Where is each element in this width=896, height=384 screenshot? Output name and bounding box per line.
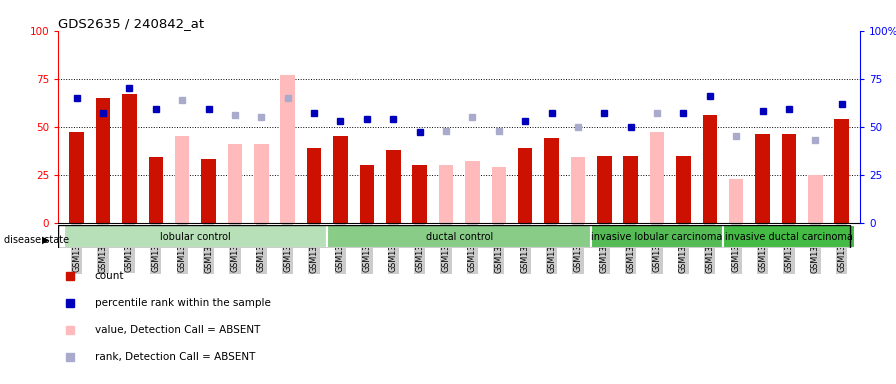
Bar xyxy=(755,134,770,223)
Bar xyxy=(650,132,664,223)
Text: ductal control: ductal control xyxy=(426,232,493,242)
Bar xyxy=(412,165,426,223)
Bar xyxy=(333,136,348,223)
Text: count: count xyxy=(95,271,124,281)
Bar xyxy=(306,148,322,223)
Bar xyxy=(518,148,532,223)
Bar xyxy=(544,138,559,223)
Bar xyxy=(808,175,823,223)
Bar xyxy=(723,225,855,248)
Bar xyxy=(591,225,723,248)
Bar xyxy=(202,159,216,223)
Bar xyxy=(122,94,137,223)
Text: value, Detection Call = ABSENT: value, Detection Call = ABSENT xyxy=(95,325,260,335)
Bar xyxy=(327,225,591,248)
Bar xyxy=(70,132,84,223)
Bar xyxy=(175,136,189,223)
Text: percentile rank within the sample: percentile rank within the sample xyxy=(95,298,271,308)
Bar xyxy=(280,75,295,223)
Bar xyxy=(359,165,375,223)
Bar xyxy=(624,156,638,223)
Bar xyxy=(465,161,479,223)
Bar xyxy=(492,167,506,223)
Bar xyxy=(439,165,453,223)
Bar xyxy=(729,179,744,223)
Bar xyxy=(149,157,163,223)
Text: ▶: ▶ xyxy=(42,235,49,245)
Text: invasive ductal carcinoma: invasive ductal carcinoma xyxy=(725,232,853,242)
Text: invasive lobular carcinoma: invasive lobular carcinoma xyxy=(591,232,723,242)
Bar xyxy=(254,144,269,223)
Bar xyxy=(834,119,849,223)
Bar xyxy=(571,157,585,223)
Bar xyxy=(702,115,717,223)
Text: GDS2635 / 240842_at: GDS2635 / 240842_at xyxy=(58,17,204,30)
Text: lobular control: lobular control xyxy=(160,232,231,242)
Text: disease state: disease state xyxy=(4,235,70,245)
Bar xyxy=(228,144,242,223)
Text: rank, Detection Call = ABSENT: rank, Detection Call = ABSENT xyxy=(95,352,254,362)
Bar xyxy=(64,225,327,248)
Bar xyxy=(676,156,691,223)
Bar xyxy=(597,156,612,223)
Bar xyxy=(96,98,110,223)
Bar xyxy=(781,134,797,223)
Bar xyxy=(386,150,401,223)
